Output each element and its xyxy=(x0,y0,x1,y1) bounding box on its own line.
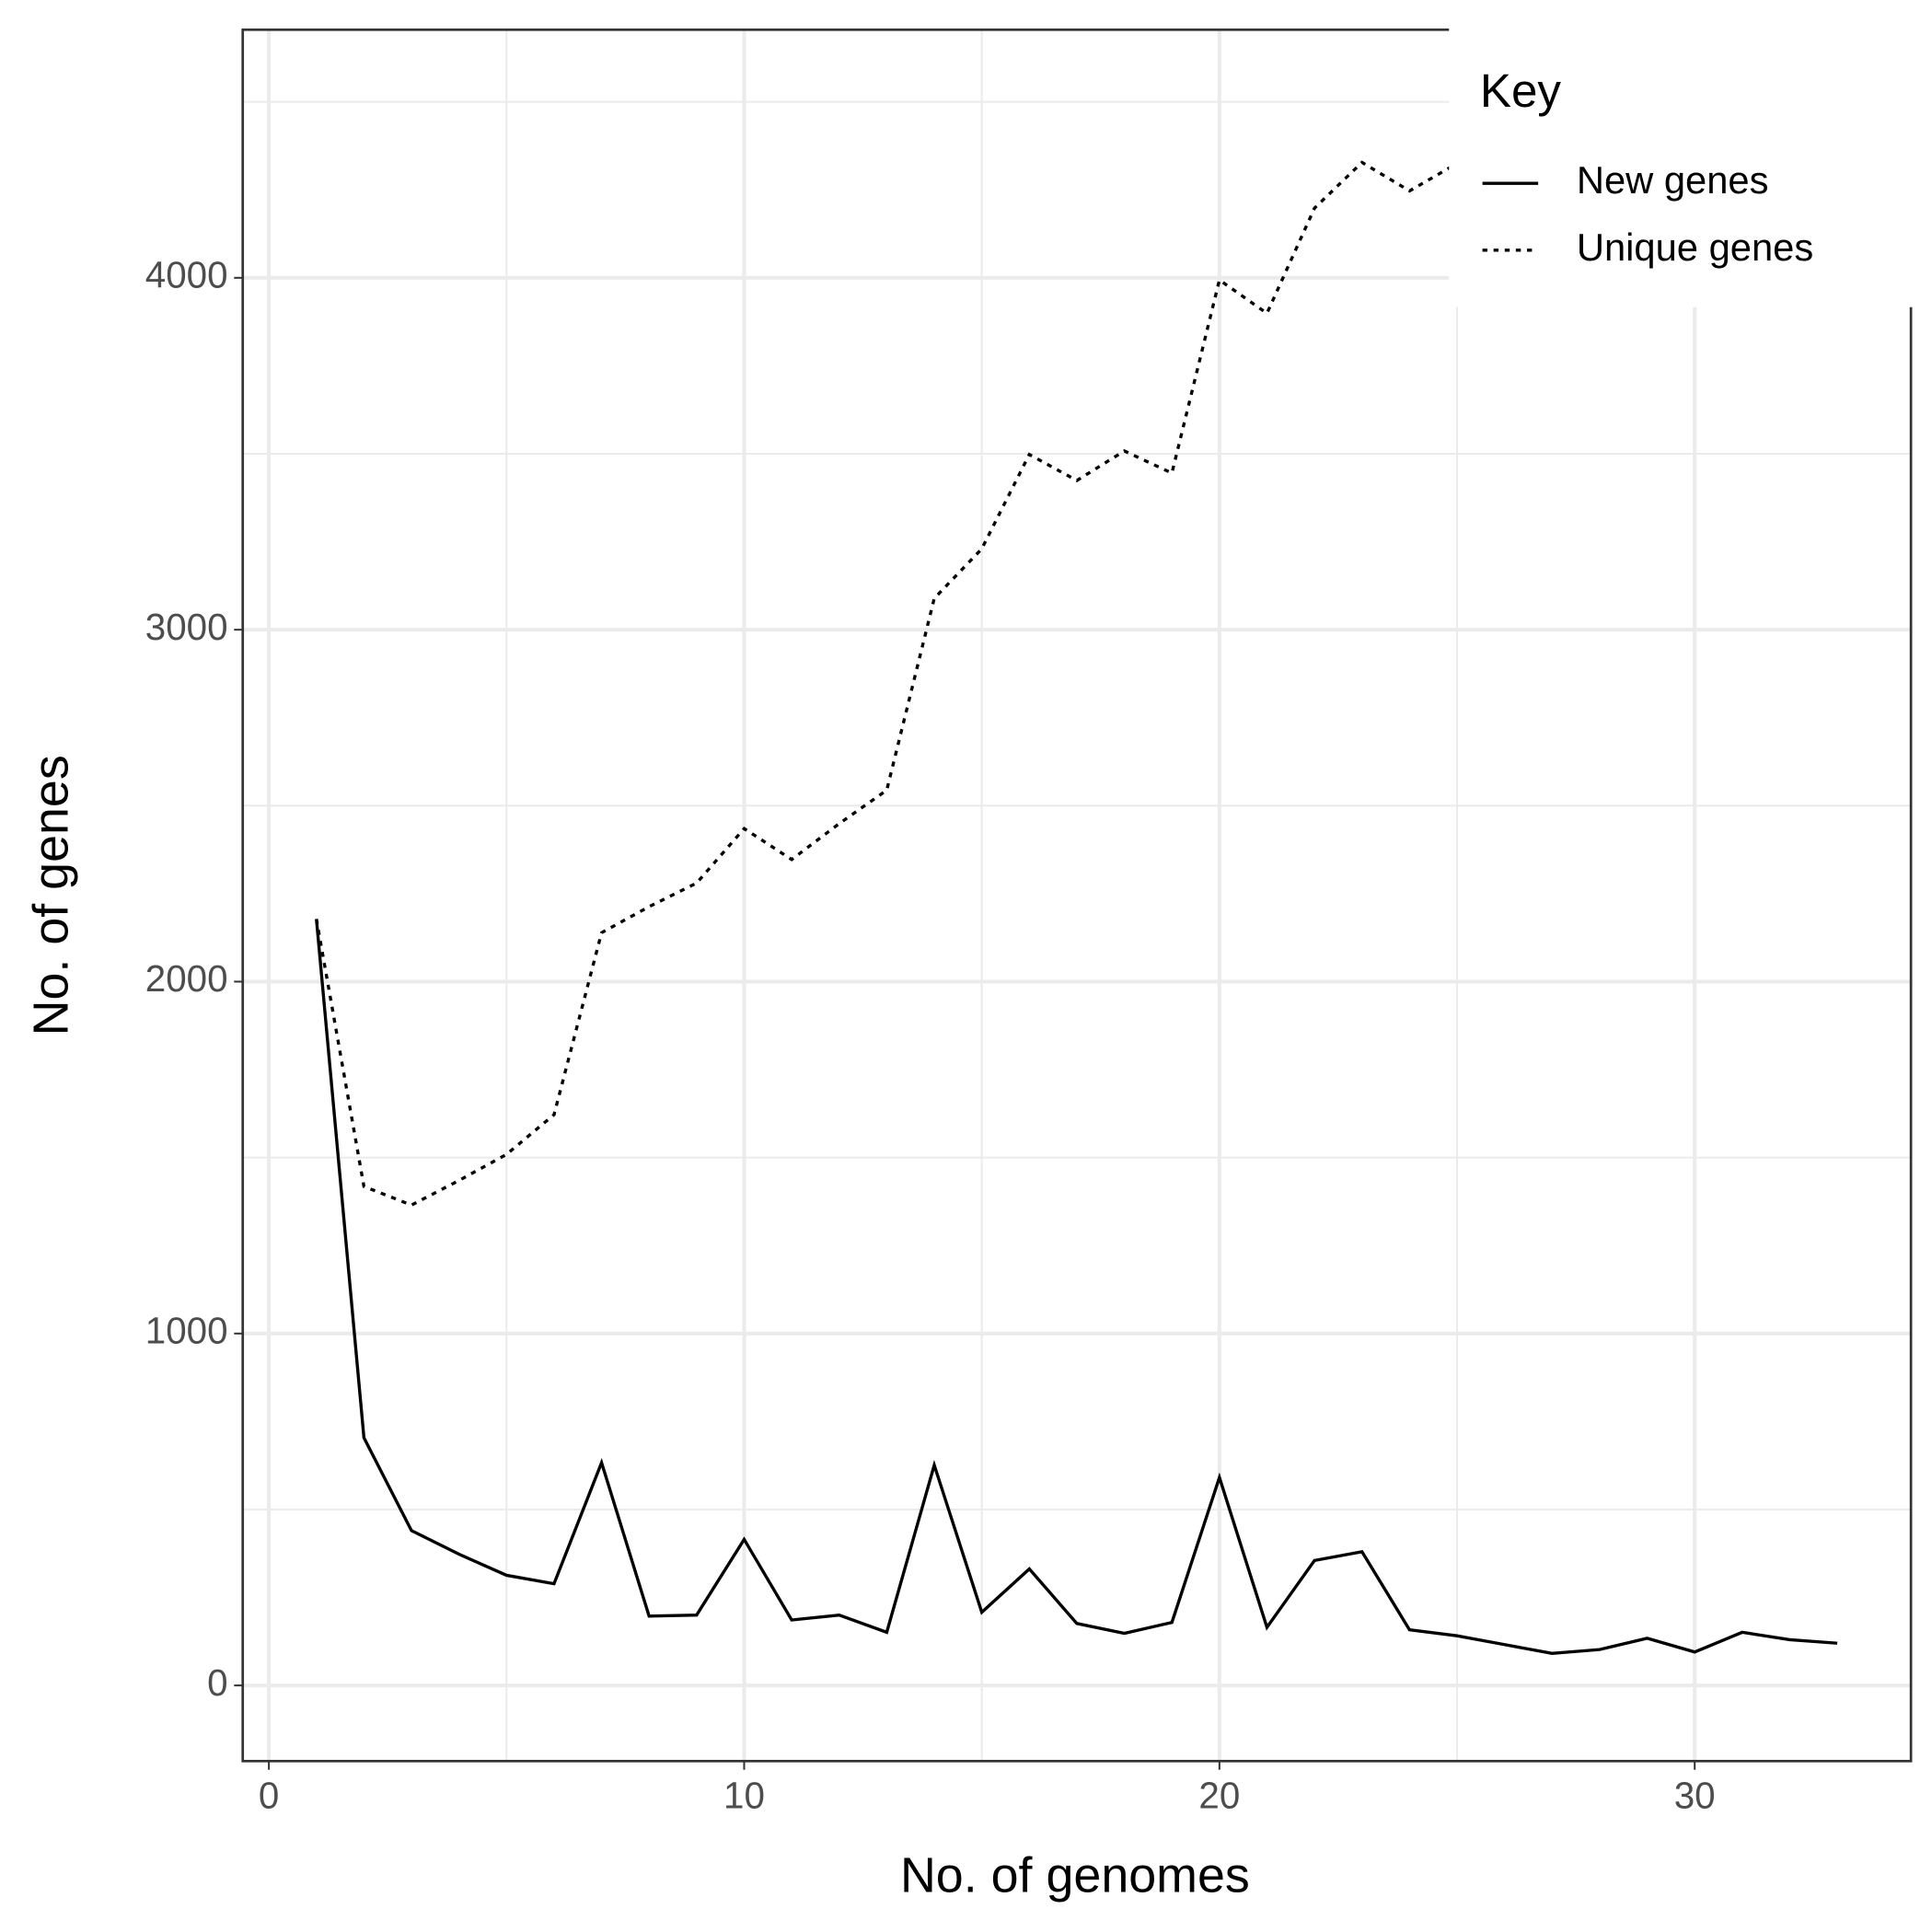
y-axis-title: No. of genes xyxy=(23,755,78,1035)
legend: Key New genes Unique genes xyxy=(1449,24,1914,307)
legend-label: New genes xyxy=(1577,158,1769,202)
legend-label: Unique genes xyxy=(1577,226,1813,269)
y-tick-label: 4000 xyxy=(145,253,228,295)
y-tick-label: 1000 xyxy=(145,1309,228,1351)
x-tick-label: 20 xyxy=(1198,1774,1240,1816)
x-tick-label: 30 xyxy=(1674,1774,1716,1816)
y-tick-label: 2000 xyxy=(145,957,228,1000)
y-tick-label: 0 xyxy=(207,1661,227,1704)
legend-background xyxy=(1449,24,1914,307)
legend-title: Key xyxy=(1480,64,1562,117)
panel-border xyxy=(241,28,1913,1763)
data-line xyxy=(315,919,1838,1656)
x-tick-label: 10 xyxy=(723,1774,765,1816)
y-tick-label: 3000 xyxy=(145,606,228,648)
x-axis-title: No. of genomes xyxy=(900,1847,1250,1903)
x-tick-label: 0 xyxy=(259,1774,279,1816)
